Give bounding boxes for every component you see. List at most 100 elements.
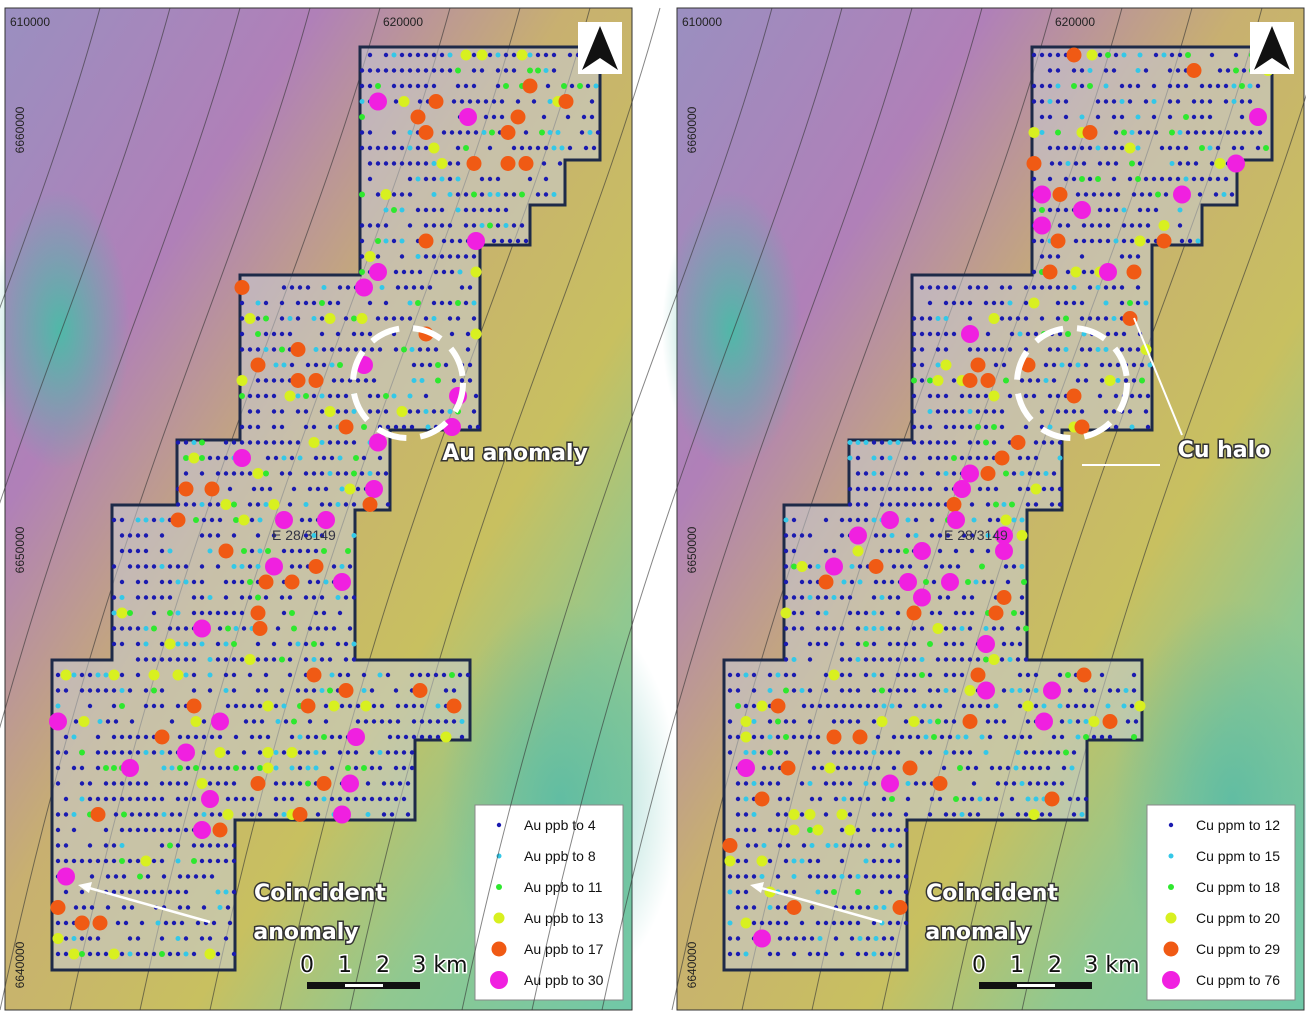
sample-point (313, 610, 319, 616)
sample-point (143, 641, 149, 647)
sample-point (1153, 52, 1159, 58)
sample-point (308, 559, 324, 574)
sample-point (365, 812, 371, 817)
sample-point (775, 905, 781, 910)
sample-point (1147, 362, 1153, 368)
sample-point (743, 812, 749, 817)
sample-point (1187, 238, 1193, 244)
sample-point (193, 765, 199, 771)
sample-point (185, 765, 191, 771)
sample-point (263, 672, 269, 678)
sample-point (745, 843, 751, 848)
sample-point (919, 626, 925, 631)
sample-point (407, 83, 413, 89)
sample-point (967, 750, 973, 755)
sample-point (470, 266, 482, 278)
sample-point (391, 130, 397, 135)
sample-point (343, 316, 349, 321)
sample-point (911, 672, 917, 678)
sample-point (1011, 610, 1017, 616)
sample-point (355, 378, 361, 383)
sample-point (431, 254, 437, 259)
sample-point (308, 437, 320, 448)
scale-label: 0 (972, 953, 986, 978)
sample-point (231, 471, 237, 476)
sample-point (891, 564, 897, 569)
sample-point (815, 610, 821, 616)
sample-point (951, 455, 957, 461)
sample-point (73, 905, 79, 910)
sample-point (906, 605, 922, 621)
sample-point (863, 858, 869, 864)
sample-point (981, 579, 987, 585)
sample-point (1099, 192, 1105, 197)
sample-point (295, 300, 301, 306)
sample-point (317, 511, 335, 529)
sample-point (799, 858, 805, 864)
sample-point (335, 471, 341, 476)
sample-point (252, 468, 264, 479)
sample-point (1035, 378, 1041, 383)
sample-point (347, 564, 353, 569)
sample-point (201, 874, 207, 879)
sample-point (295, 393, 301, 399)
sample-point (527, 67, 533, 74)
sample-point (895, 641, 901, 647)
sample-point (410, 109, 426, 125)
sample-point (233, 734, 239, 740)
sample-point (751, 703, 757, 709)
sample-point (418, 125, 434, 140)
sample-point (1155, 191, 1161, 198)
sample-point (1086, 49, 1098, 61)
sample-point (191, 641, 197, 647)
sample-point (911, 688, 917, 693)
sample-point (367, 331, 373, 337)
sample-point (1209, 161, 1215, 166)
sample-point (1097, 207, 1103, 213)
sample-point (271, 378, 277, 383)
sample-point (247, 579, 253, 585)
sample-point (1079, 83, 1085, 89)
sample-point (265, 455, 271, 461)
sample-point (1139, 377, 1145, 384)
sample-point (291, 718, 297, 725)
sample-point (361, 796, 367, 802)
sample-point (345, 750, 351, 755)
sample-point (983, 409, 989, 414)
sample-point (343, 502, 349, 507)
sample-point (823, 781, 829, 786)
sample-point (1121, 129, 1127, 136)
north-arrow (582, 26, 618, 70)
sample-point (1129, 130, 1135, 135)
sample-point (441, 269, 447, 275)
sample-point (1031, 52, 1037, 58)
sample-point (807, 874, 813, 879)
sample-point (239, 610, 245, 616)
sample-point (847, 502, 853, 507)
sample-point (849, 936, 855, 941)
sample-point (311, 533, 317, 538)
sample-point (1255, 145, 1261, 151)
sample-point (799, 920, 805, 926)
sample-point (543, 68, 549, 73)
sample-point (361, 672, 367, 678)
sample-point (313, 455, 319, 461)
sample-point (391, 52, 397, 58)
sample-point (863, 781, 869, 786)
sample-point (943, 285, 949, 290)
sample-point (143, 533, 149, 538)
sample-point (777, 796, 783, 802)
sample-point (1247, 83, 1253, 89)
sample-point (367, 300, 373, 306)
sample-point (455, 300, 461, 306)
sample-point (307, 517, 313, 523)
sample-point (1089, 223, 1095, 228)
sample-point (399, 83, 405, 89)
sample-point (753, 843, 759, 848)
sample-point (375, 68, 381, 73)
sample-point (119, 517, 125, 523)
sample-point (281, 455, 287, 461)
sample-point (1167, 99, 1173, 104)
sample-point (879, 626, 885, 631)
arrow (81, 884, 211, 924)
